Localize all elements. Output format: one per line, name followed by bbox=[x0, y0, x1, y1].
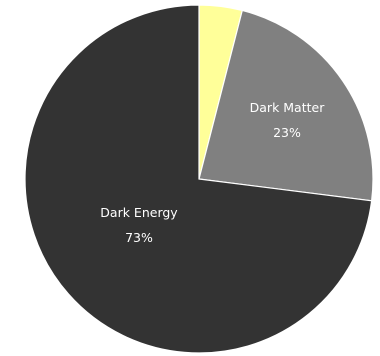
pie-slices bbox=[24, 4, 374, 354]
slice-label-value: 73% bbox=[125, 230, 153, 245]
pie-labels: Dark Matter 23% Dark Energy 73% bbox=[100, 100, 325, 245]
slice-label-name: Dark Energy bbox=[100, 205, 178, 220]
slice-label-name: Dark Matter bbox=[250, 100, 326, 115]
pie-slice-dark-energy bbox=[24, 4, 373, 354]
slice-label-value: 23% bbox=[273, 125, 301, 140]
pie-slice-dark-matter bbox=[198, 9, 374, 202]
